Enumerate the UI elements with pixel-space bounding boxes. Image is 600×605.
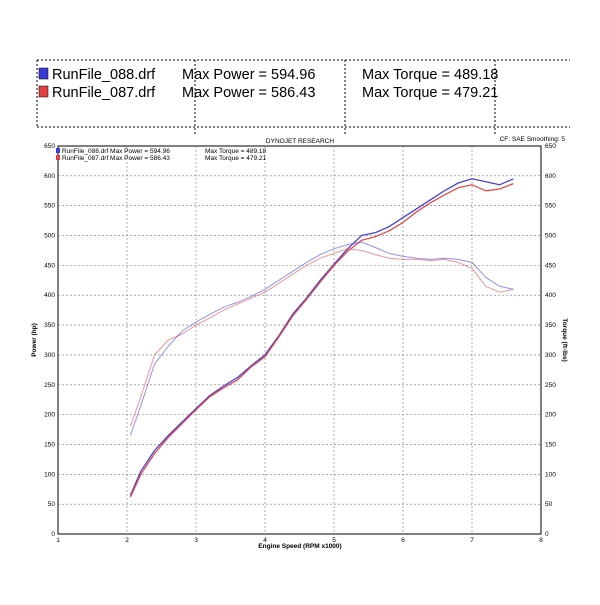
grid [58,146,541,534]
series-group [129,178,514,498]
y-tick-left: 350 [44,322,55,329]
y-tick-left: 300 [44,352,55,359]
x-tick: 5 [332,537,336,544]
x-axis-label: Engine Speed (RPM x1000) [258,543,341,550]
x-tick: 3 [194,537,198,544]
x-tick: 7 [470,537,474,544]
legend-label-1: RunFile_088.drf Max Power = 594.96 [62,148,170,155]
y-tick-right: 650 [545,143,556,150]
run2-max-power: Max Power = 586.43 [182,85,315,101]
y-tick-right: 300 [545,352,556,359]
run1-max-torque: Max Torque = 489.18 [362,67,498,83]
y-tick-left: 550 [44,203,55,210]
legend-torque-2: Max Torque = 479.21 [205,155,267,162]
y-tick-left: 600 [44,173,55,180]
y-axis-right-label: Torque (ft-lbs) [561,318,568,362]
y-tick-left: 400 [44,292,55,299]
y-tick-right: 350 [545,322,556,329]
x-tick: 8 [539,537,543,544]
legend-torque-1: Max Torque = 489.18 [205,148,267,155]
tick-labels: 0 0 50 50 100 100 150 150 200 200 250 250 300 300 350 3… [44,143,556,544]
x-tick: 6 [401,537,405,544]
chart-title: DYNOJET RESEARCH [266,138,334,145]
series-line-power-run088 [129,178,514,496]
corner-note: CF: SAE Smoothing: 5 [500,136,566,143]
y-tick-right: 100 [545,471,556,478]
run2-file: RunFile_087.drf [52,85,156,101]
y-tick-left: 150 [44,441,55,448]
legend-label-2: RunFile_087.drf Max Power = 586.43 [62,155,170,162]
y-tick-right: 200 [545,412,556,419]
y-tick-left: 100 [44,471,55,478]
x-tick: 1 [56,537,60,544]
run1-max-power: Max Power = 594.96 [182,67,315,83]
y-tick-right: 50 [545,501,553,508]
y-tick-left: 650 [44,143,55,150]
y-tick-left: 50 [48,501,56,508]
series-line-torque-run087 [129,248,514,427]
x-tick: 2 [125,537,129,544]
plot-area [57,145,542,535]
y-axis-left-label: Power (hp) [31,323,38,357]
run1-file: RunFile_088.drf [52,67,156,83]
run2-max-torque: Max Torque = 479.21 [362,85,498,101]
x-tick: 4 [263,537,267,544]
series-line-power-run087 [129,182,514,498]
y-tick-right: 600 [545,173,556,180]
y-tick-left: 500 [44,233,55,240]
series-line-torque-run088 [129,241,514,436]
y-tick-right: 250 [545,382,556,389]
run2-swatch [38,85,49,98]
y-tick-left: 200 [44,412,55,419]
y-tick-right: 400 [545,292,556,299]
legend-swatch-2 [56,155,60,160]
y-tick-right: 550 [545,203,556,210]
y-tick-right: 500 [545,233,556,240]
y-tick-right: 150 [545,441,556,448]
legend-swatch-1 [56,148,60,153]
y-tick-left: 250 [44,382,55,389]
y-tick-left: 0 [51,531,55,538]
y-tick-right: 450 [545,262,556,269]
y-tick-right: 0 [545,531,549,538]
run1-swatch [38,67,49,80]
y-tick-left: 450 [44,262,55,269]
